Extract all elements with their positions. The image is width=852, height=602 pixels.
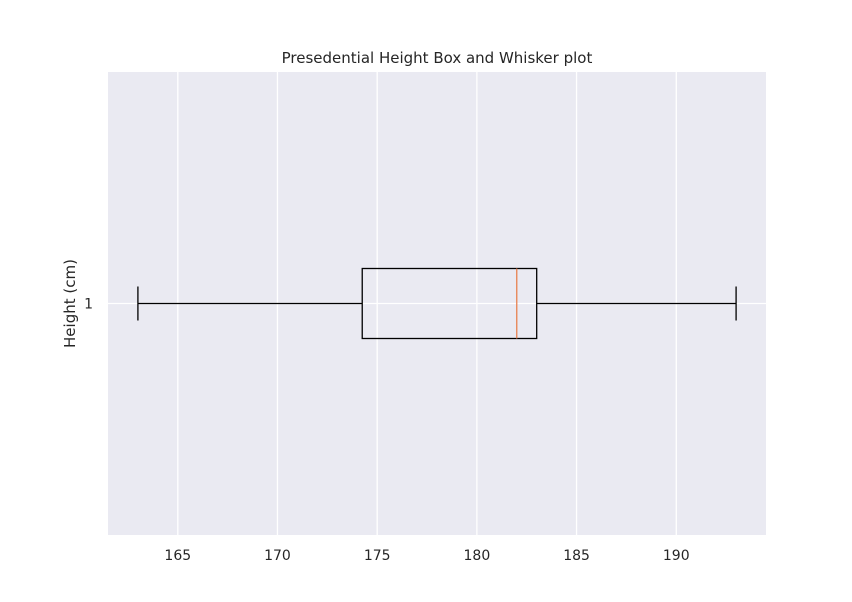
chart-title: Presedential Height Box and Whisker plot xyxy=(282,49,593,67)
box-plot xyxy=(137,267,737,340)
x-tick-label-190: 190 xyxy=(663,548,690,564)
x-tick-label-185: 185 xyxy=(563,548,590,564)
y-tick-label-1: 1 xyxy=(84,297,93,313)
x-tick-label-180: 180 xyxy=(464,548,491,564)
x-tick-label-170: 170 xyxy=(264,548,291,564)
x-tick-label-165: 165 xyxy=(164,548,191,564)
axis-ticks: 165 170 175 180 185 190 1 xyxy=(84,297,690,565)
x-tick-label-175: 175 xyxy=(364,548,391,564)
box-iqr xyxy=(361,267,538,340)
y-axis-label: Height (cm) xyxy=(61,259,79,348)
